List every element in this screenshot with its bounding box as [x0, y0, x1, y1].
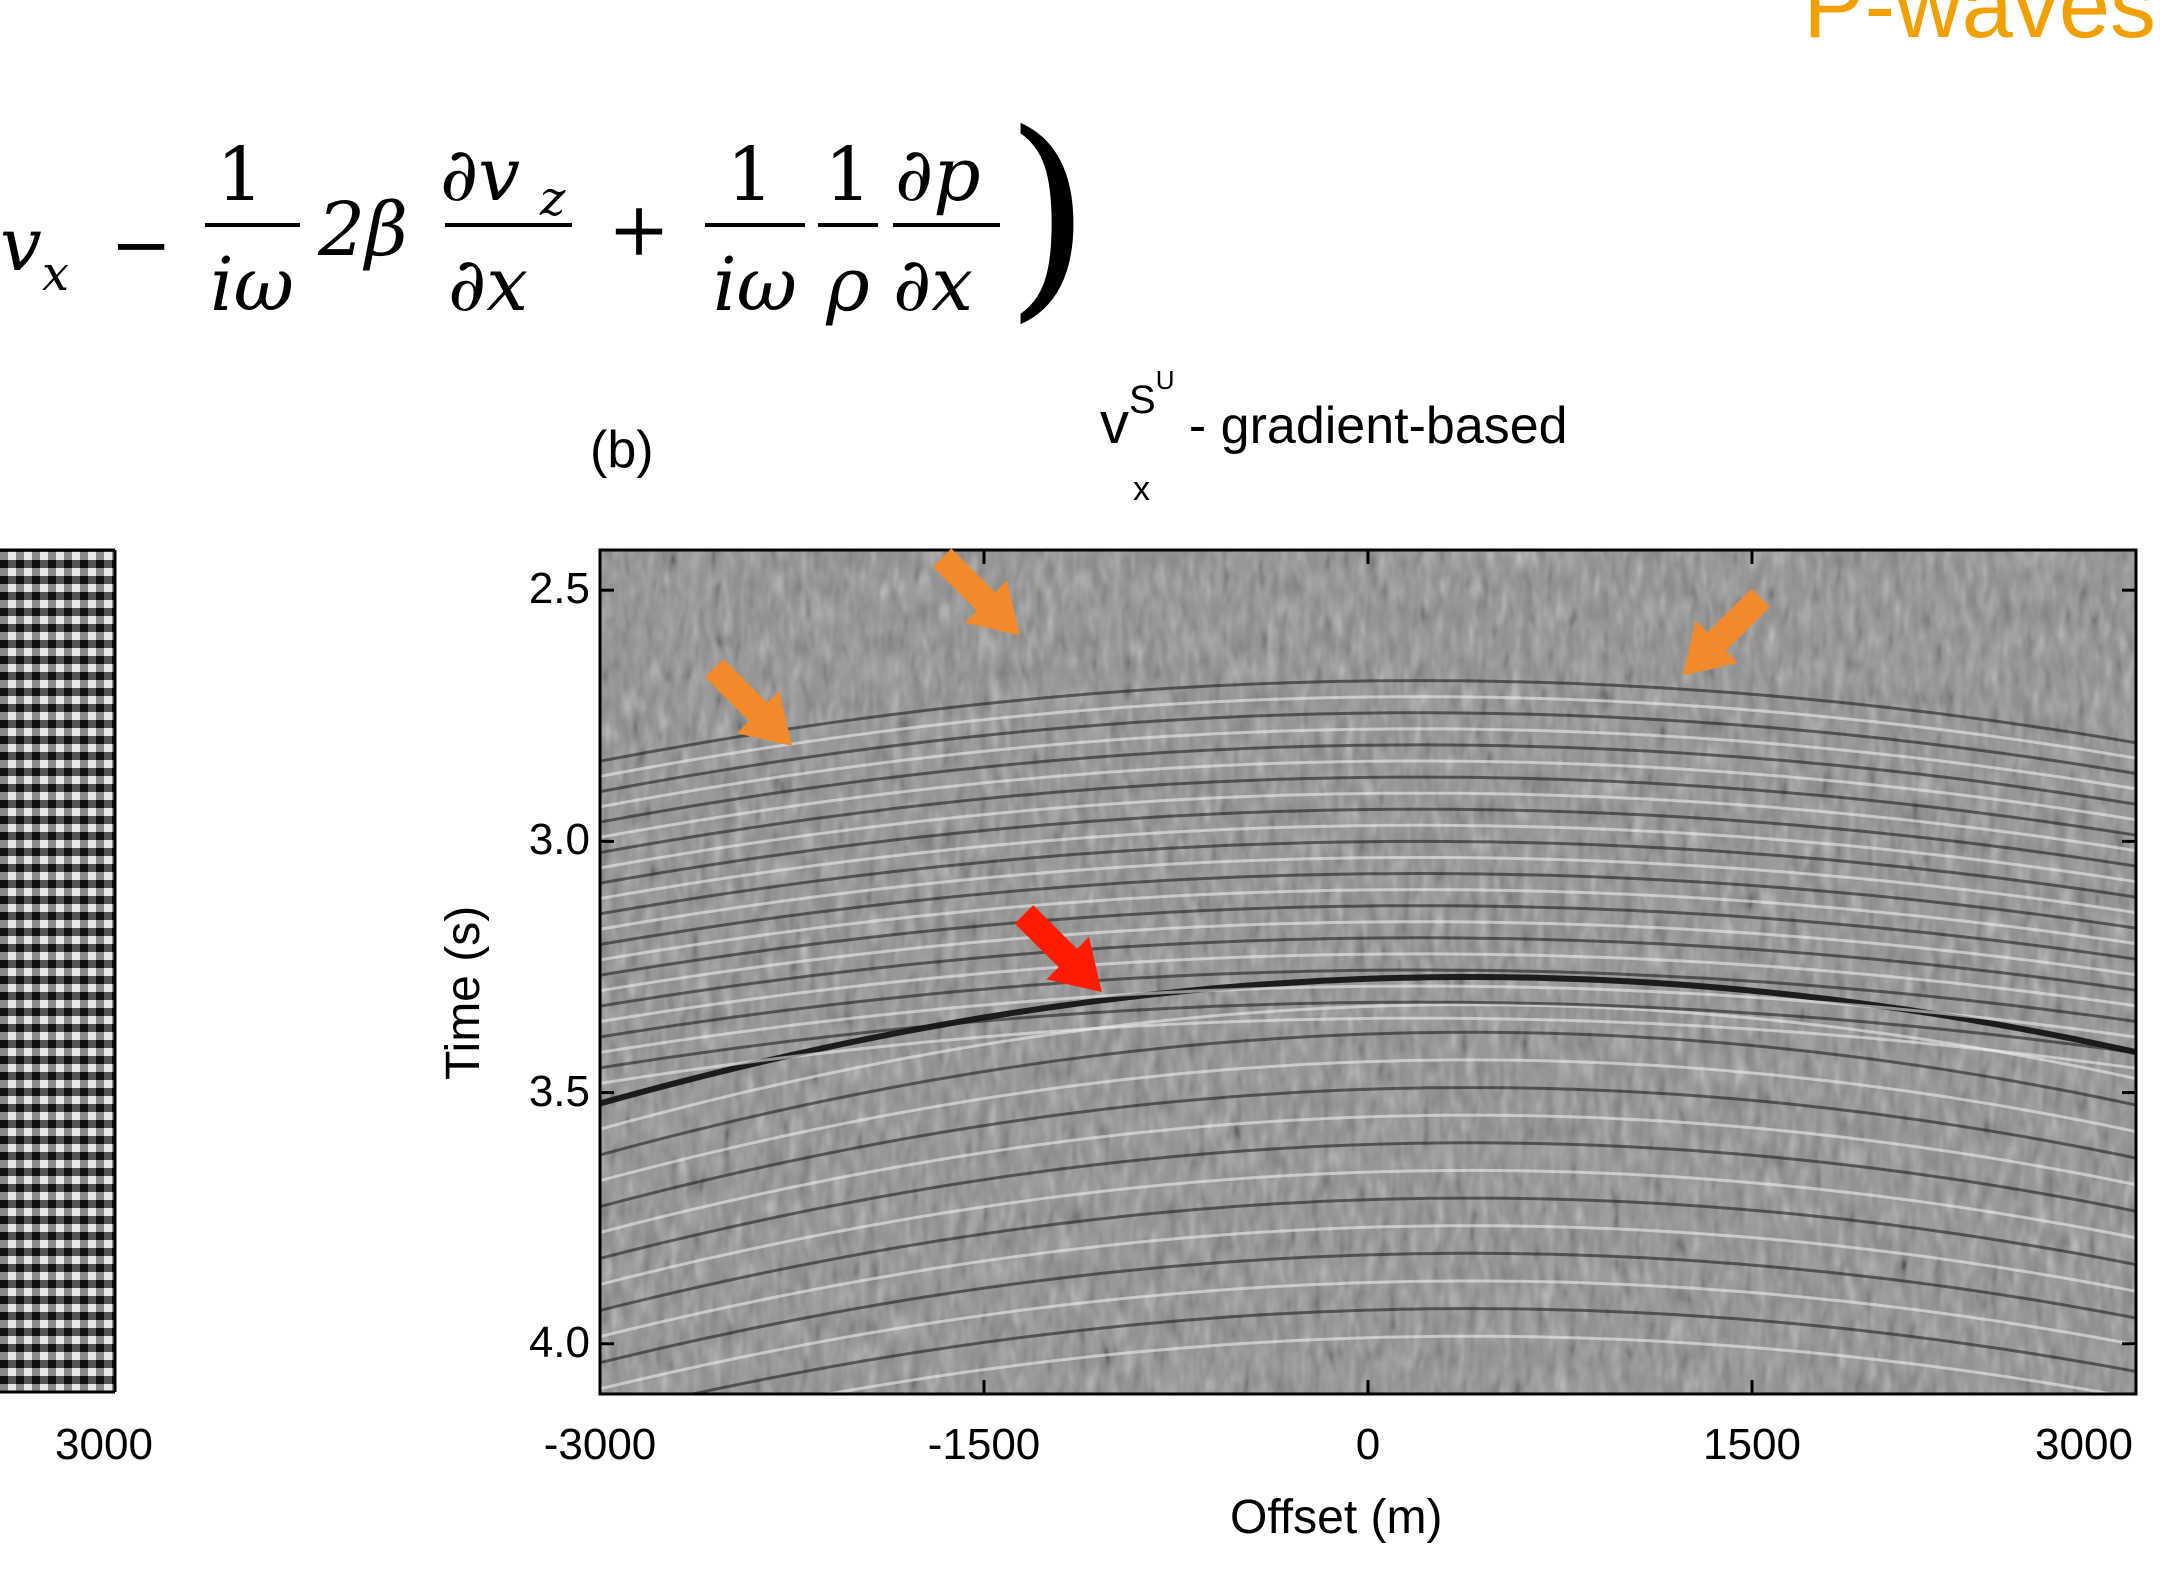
ticks-group	[598, 550, 2138, 1394]
eq-coef: 2β	[317, 187, 408, 273]
plot-frame	[598, 548, 2138, 1396]
reflection-event	[685, 1307, 2136, 1394]
eq-term-v: v	[0, 202, 42, 288]
x-tick-label: -1500	[927, 1420, 1041, 1469]
reflection-event	[600, 759, 2136, 839]
annotation-arrow	[932, 548, 1020, 636]
reflection-event	[600, 711, 2136, 794]
reflection-event	[600, 1224, 2136, 1338]
reflection-event	[600, 1003, 2136, 1131]
reflection-event	[600, 807, 2136, 885]
reflection-event	[600, 727, 2136, 809]
eq-frac4-den: ρ	[825, 242, 870, 328]
eq-frac5-den: ∂x	[893, 242, 973, 328]
title-v: v	[1100, 391, 1129, 456]
reflection-event	[600, 1196, 2136, 1312]
y-tick-label: 3.5	[528, 1066, 590, 1116]
reflection-event	[600, 1279, 2136, 1391]
eq-frac1-den: iω	[210, 242, 294, 328]
reflection-event	[600, 856, 2136, 931]
eq-frac5-num: ∂p	[895, 132, 981, 218]
eq-right-paren: )	[1005, 90, 1091, 342]
reflection-event	[600, 936, 2136, 1008]
panel-title: vSU x - gradient-based	[1100, 365, 1568, 508]
annotation-arrow	[1682, 588, 1770, 676]
eq-term-v-sub: x	[42, 246, 69, 302]
reflection-event	[600, 743, 2136, 824]
eq-frac3-num: 1	[726, 132, 773, 218]
reflection-event	[600, 1086, 2136, 1209]
eq-frac4-num: 1	[824, 132, 871, 218]
reflection-event	[600, 1030, 2136, 1157]
reflection-event	[600, 974, 2136, 1107]
panel-label: (b)	[590, 421, 654, 479]
annotation-arrow	[705, 659, 792, 746]
reflection-event	[600, 920, 2136, 993]
plot-background	[600, 550, 2136, 1394]
title-sup-s: S	[1129, 378, 1156, 422]
reflection-event	[600, 1168, 2136, 1286]
reflection-event	[600, 1058, 2136, 1183]
title-rest: - gradient-based	[1174, 397, 1568, 455]
y-tick-label: 2.5	[528, 564, 590, 614]
y-axis-label: Time (s)	[437, 905, 490, 1080]
reflection-event	[600, 775, 2136, 855]
x-tick-label: 3000	[2035, 1420, 2133, 1469]
reflection-event	[600, 679, 2136, 763]
x-tick-label: 0	[1355, 1420, 1381, 1469]
reflection-event	[600, 823, 2136, 900]
arrows-group	[705, 548, 1770, 993]
events-group	[600, 679, 2136, 1394]
reflection-event	[600, 1251, 2136, 1365]
reflection-event	[600, 952, 2136, 1023]
reflection-event	[600, 695, 2136, 778]
x-tick-label: -3000	[543, 1420, 657, 1469]
eq-frac2-num-sub: z	[539, 171, 566, 227]
eq-frac3-den: iω	[713, 242, 797, 328]
eq-plus: +	[608, 187, 670, 273]
reflection-event	[600, 968, 2136, 1039]
left-panel-tick-3000: 3000	[55, 1420, 153, 1469]
reflection-event	[600, 1113, 2136, 1234]
left-panel-image	[0, 550, 115, 1392]
corner-title: P-waves	[1803, 0, 2156, 57]
reflection-event	[600, 1141, 2136, 1260]
title-sup-u: U	[1155, 365, 1175, 395]
reflection-event	[600, 904, 2136, 977]
reflection-event	[600, 839, 2136, 916]
eq-frac1-num: 1	[216, 132, 263, 218]
reflection-event	[600, 984, 2136, 1054]
reflection-event	[600, 888, 2136, 962]
x-tick-label: 1500	[1703, 1420, 1801, 1469]
y-tick-label: 4.0	[528, 1317, 590, 1367]
y-tick-label: 3.0	[528, 815, 590, 865]
equation: v x − 1 iω 2β ∂v z ∂x + 1 iω 1 ρ ∂p ∂x )	[0, 90, 1091, 342]
eq-frac2-num: ∂v	[440, 132, 520, 218]
reflection-event	[600, 791, 2136, 870]
annotation-arrow	[1014, 905, 1102, 993]
reflection-event	[600, 872, 2136, 946]
x-axis-label: Offset (m)	[1230, 1491, 1443, 1544]
eq-minus: −	[110, 202, 172, 288]
title-sub-x: x	[1133, 470, 1150, 508]
eq-frac2-den: ∂x	[448, 242, 528, 328]
reflection-event	[600, 1000, 2136, 1070]
reflection-event	[600, 1016, 2136, 1085]
plot-texture	[600, 550, 2136, 1394]
